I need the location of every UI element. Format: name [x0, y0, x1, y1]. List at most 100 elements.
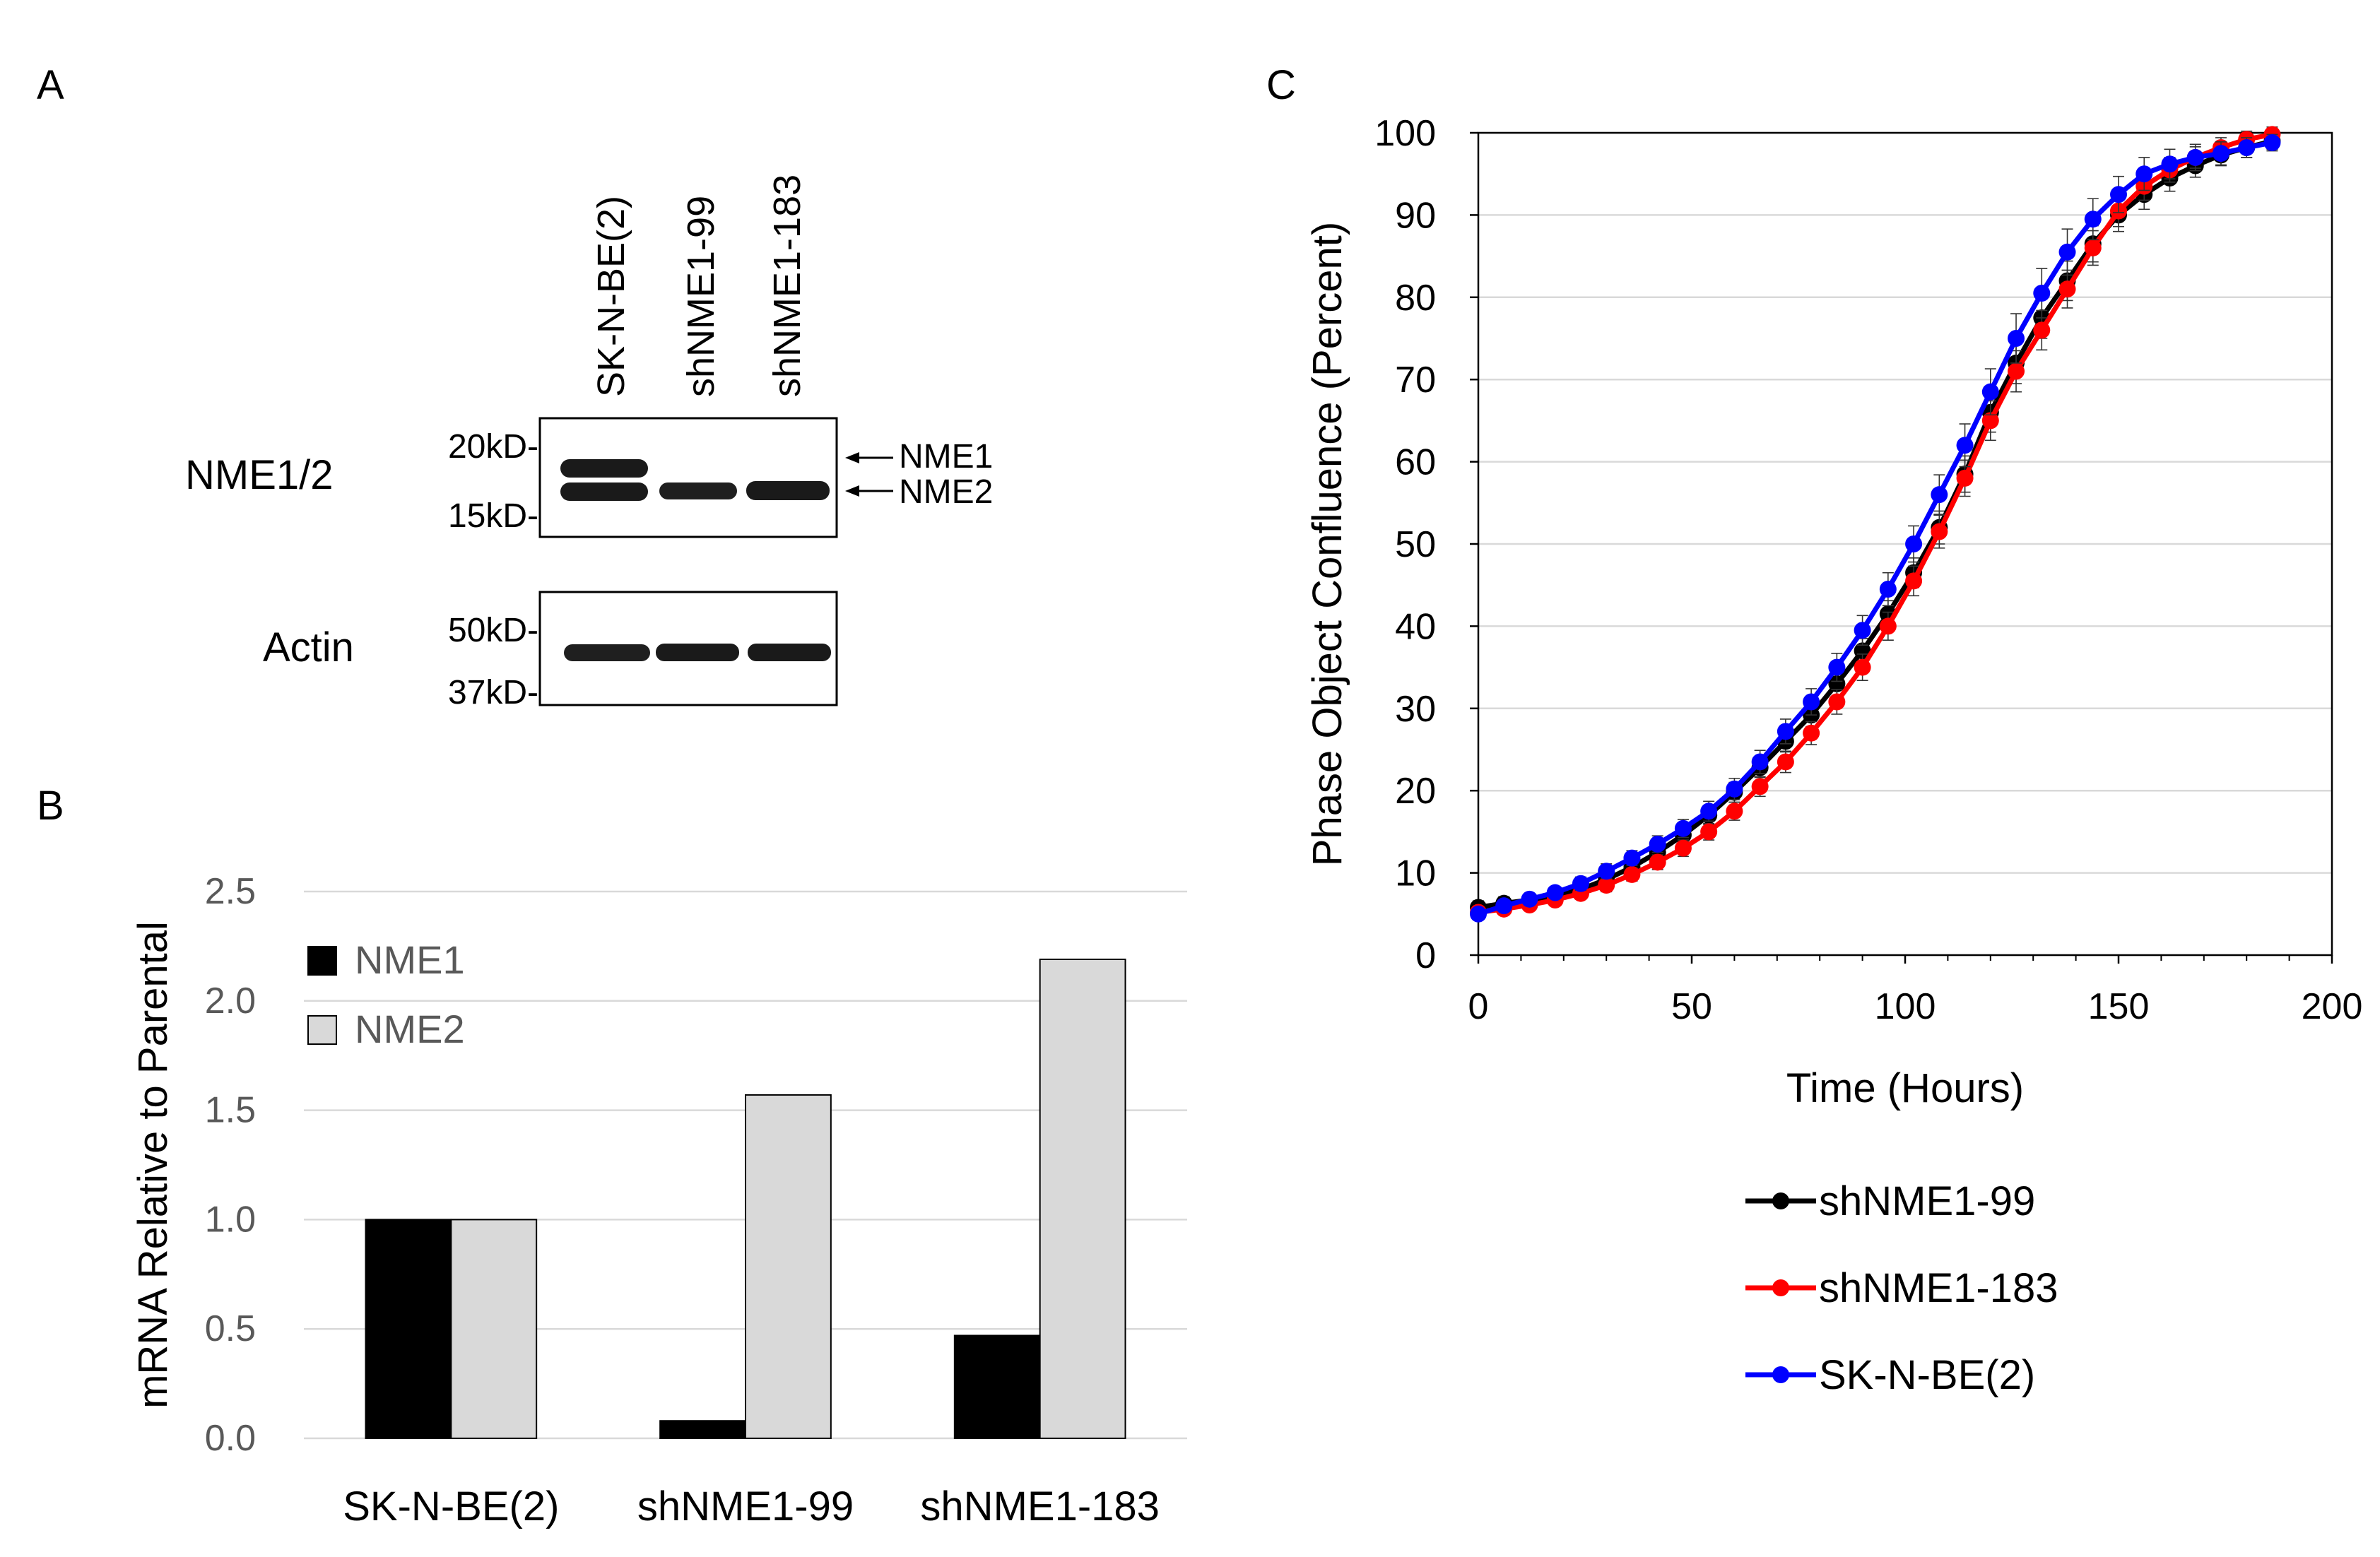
band-arrow-nme2: [845, 485, 893, 497]
bar-chart-yticks: 0.0 0.5 1.0 1.5 2.0 2.5: [205, 871, 256, 1459]
data-point: [1700, 803, 1718, 820]
ytick-label: 30: [1395, 689, 1436, 730]
category-label: shNME1-99: [637, 1484, 854, 1529]
bar-nme2-1: [745, 1094, 832, 1439]
legend-swatch-nme1: [307, 946, 337, 976]
data-point: [1700, 823, 1718, 841]
ytick-label: 0: [1415, 935, 1436, 976]
band-label-nme1: NME1: [899, 438, 993, 475]
legend-label: shNME1-99: [1819, 1178, 2035, 1224]
data-point: [1649, 853, 1666, 871]
data-point: [1828, 658, 1846, 676]
data-point: [2186, 148, 2204, 166]
xtick-label: 200: [2302, 986, 2363, 1027]
xtick-label: 0: [1468, 986, 1489, 1027]
data-point: [2135, 165, 2153, 183]
ytick-label: 1.0: [205, 1199, 256, 1240]
ytick-label: 10: [1395, 853, 1436, 894]
data-point: [1674, 819, 1692, 837]
data-point: [1623, 849, 1641, 867]
blot-name-nme12: NME1/2: [185, 452, 334, 498]
series-sk-n-be2: [1470, 134, 2281, 923]
bar-nme2-0: [450, 1219, 538, 1440]
data-point: [1854, 642, 1871, 660]
western-blot-panel: SK-N-BE(2) shNME1-99 shNME1-183 NME1/2 2…: [185, 174, 993, 711]
ytick-label: 80: [1395, 278, 1436, 319]
bar-chart-bars: [365, 958, 1126, 1440]
data-point: [1931, 486, 1948, 504]
panel-b-label: B: [37, 783, 64, 829]
line-chart-gridlines: [1478, 131, 2332, 957]
bar-chart-legend: NME1 NME2: [307, 937, 465, 1051]
data-point: [1674, 839, 1692, 857]
ytick-label: 90: [1395, 195, 1436, 236]
data-point: [1981, 412, 1999, 430]
legend-marker: [1772, 1366, 1789, 1383]
data-point: [1572, 875, 1589, 892]
line-chart-yticks: 0 10 20 30 40 50 60 70 80 90 100: [1374, 113, 1478, 976]
series-line: [1477, 140, 2273, 917]
data-point: [1777, 723, 1794, 740]
data-point: [1905, 535, 1923, 552]
line-chart-xlabel: Time (Hours): [1786, 1065, 2024, 1111]
ytick-label: 50: [1395, 524, 1436, 565]
bar-nme1-1: [659, 1420, 747, 1440]
bar-nme1-0: [365, 1219, 452, 1440]
data-point: [2084, 239, 2102, 256]
data-point: [2033, 284, 2051, 302]
data-point: [2212, 145, 2229, 162]
data-point: [1879, 617, 1897, 635]
ytick-label: 0.5: [205, 1308, 256, 1349]
data-point: [2008, 330, 2025, 347]
ytick-label: 2.5: [205, 871, 256, 912]
panel-c-label: C: [1266, 62, 1296, 108]
marker-50kd: 50kD-: [448, 612, 538, 649]
data-point: [1931, 523, 1948, 540]
data-point: [1726, 780, 1743, 798]
data-point: [1803, 693, 1820, 711]
legend-marker: [1772, 1192, 1789, 1209]
xtick-label: 50: [1671, 986, 1712, 1027]
ytick-label: 1.5: [205, 1090, 256, 1131]
bar-chart-xlabels: SK-N-BE(2) shNME1-99 shNME1-183: [343, 1484, 1160, 1529]
data-point: [1981, 383, 1999, 401]
legend-label: SK-N-BE(2): [1819, 1352, 2035, 1398]
band-actin-shnme1-183: [748, 644, 831, 661]
ytick-label: 60: [1395, 442, 1436, 483]
line-chart-xticks: 0 50 100 150 200: [1468, 955, 2363, 1027]
xtick-label: 100: [1875, 986, 1936, 1027]
data-point: [1751, 753, 1769, 771]
legend-label-nme2: NME2: [355, 1007, 465, 1051]
line-chart-legend: shNME1-99 shNME1-183 SK-N-BE(2): [1745, 1178, 2058, 1398]
data-point: [1726, 803, 1743, 820]
data-point: [1803, 724, 1820, 742]
bar-nme2-2: [1039, 958, 1126, 1439]
data-point: [1470, 905, 1487, 923]
data-point: [1854, 622, 1871, 639]
band-nme2-shnme1-99: [659, 483, 737, 499]
data-point: [1598, 877, 1615, 894]
data-point: [2033, 321, 2051, 339]
marker-20kd: 20kD-: [448, 428, 538, 466]
legend-swatch-nme2: [307, 1015, 337, 1045]
data-point: [1854, 658, 1871, 676]
ytick-label: 0.0: [205, 1418, 256, 1459]
legend-marker: [1772, 1279, 1789, 1296]
band-actin-shnme1-99: [656, 644, 739, 661]
marker-15kd: 15kD-: [448, 497, 538, 535]
data-point: [1879, 581, 1897, 598]
band-arrow-nme1: [845, 452, 893, 463]
data-point: [1521, 890, 1538, 908]
marker-37kd: 37kD-: [448, 674, 538, 711]
line-chart-confluence: 0 10 20 30 40 50 60 70 80 90 100 0 50 100 150 200 Phas…: [1304, 113, 2362, 1398]
blot-name-actin: Actin: [263, 624, 354, 670]
data-point: [1623, 865, 1641, 883]
legend-label-nme1: NME1: [355, 937, 465, 982]
data-point: [2238, 138, 2256, 156]
band-nme2-sknbe2: [560, 483, 648, 501]
ytick-label: 20: [1395, 771, 1436, 812]
legend-label: shNME1-183: [1819, 1265, 2058, 1311]
data-point: [1956, 437, 1974, 454]
data-point: [2058, 243, 2076, 261]
